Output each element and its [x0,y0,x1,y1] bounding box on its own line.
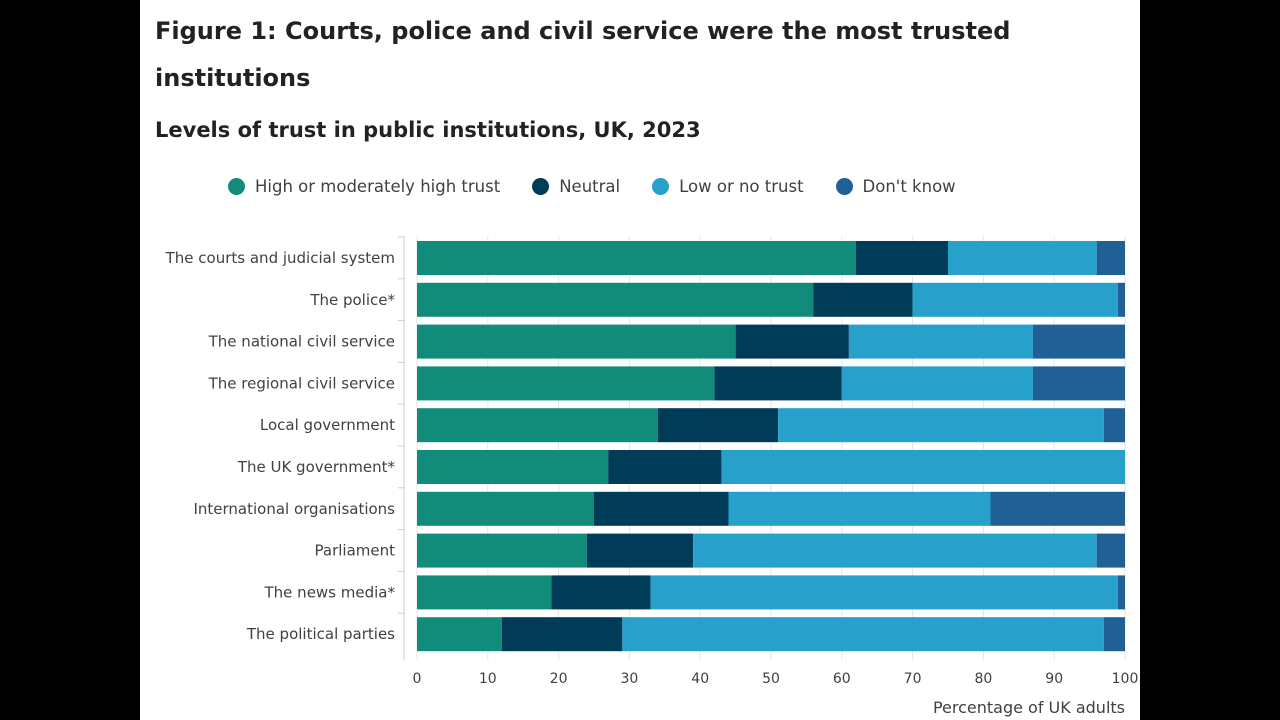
category-label: Local government [260,416,395,434]
x-tick-label: 30 [620,671,638,687]
category-label: The UK government* [237,458,396,476]
legend-item: Low or no trust [652,177,804,196]
bar-segment [417,575,552,610]
bar-segment [608,450,722,484]
bar-segment [813,282,913,317]
bar-segment [841,366,1033,401]
bar-segment [650,575,1118,610]
bar-segment [417,408,658,443]
category-label: The political parties [246,625,395,643]
x-tick-label: 0 [413,671,422,687]
chart-title: Figure 1: Courts, police and civil servi… [155,17,1011,92]
bar-segment [1103,617,1125,652]
category-label: The police* [309,291,395,309]
legend-item: High or moderately high trust [228,177,500,196]
bar-segment [622,617,1104,652]
bar-segment [778,408,1104,443]
legend-label: Low or no trust [679,177,804,196]
bar-segment [1117,282,1125,317]
bar-segment [501,617,623,652]
x-tick-label: 40 [691,671,709,687]
bar-segment [417,324,736,359]
legend: High or moderately high trust Neutral Low … [228,177,956,196]
bar-segment [1096,241,1125,275]
bar-segment [1032,366,1125,401]
bar-segment [693,533,1097,568]
x-tick-label: 90 [1045,671,1063,687]
category-label: The news media* [264,583,396,601]
category-label: International organisations [193,500,395,518]
bar-segment [417,617,502,652]
x-tick-label: 70 [904,671,922,687]
bar-segment [417,450,609,484]
legend-swatch [532,178,550,195]
bar-segment [912,282,1118,317]
bar-segment [417,282,814,317]
bar-segment [721,450,1125,484]
x-tick-label: 100 [1112,671,1139,687]
bar-segment [990,491,1125,526]
legend-item: Neutral [532,177,620,196]
bar-segment [714,366,842,401]
x-axis-label: Percentage of UK adults [933,698,1125,717]
chart-subtitle: Levels of trust in public institutions, … [155,118,701,142]
legend-swatch [835,178,853,195]
legend-label: High or moderately high trust [255,177,501,196]
legend-swatch [652,178,670,195]
bar-segment [735,324,849,359]
bar-segment [1117,575,1125,610]
bar-segment [594,491,729,526]
x-tick-label: 80 [974,671,992,687]
bar-segment [855,241,948,275]
legend-label: Don't know [862,177,956,196]
bar-segment [1032,324,1125,359]
bar-segment [586,533,694,568]
bar-segment [1103,408,1125,443]
category-label: Parliament [315,542,396,560]
x-tick-label: 20 [550,671,568,687]
category-label: The courts and judicial system [165,249,395,267]
legend-label: Neutral [559,177,621,196]
legend-swatch [228,178,245,195]
bar-segment [1096,533,1125,568]
bar-segment [417,533,587,568]
bar-segment [848,324,1033,359]
bar-segment [417,366,715,401]
bar-segment [948,241,1097,275]
bar-segment [417,241,856,275]
category-label: The regional civil service [208,374,395,392]
x-tick-label: 60 [833,671,851,687]
bar-segment [417,491,594,526]
x-tick-label: 10 [479,671,497,687]
category-label: The national civil service [208,333,395,351]
bar-segment [728,491,991,526]
bar-segment [551,575,651,610]
x-tick-label: 50 [762,671,780,687]
bar-segment [657,408,779,443]
legend-item: Don't know [835,177,956,196]
